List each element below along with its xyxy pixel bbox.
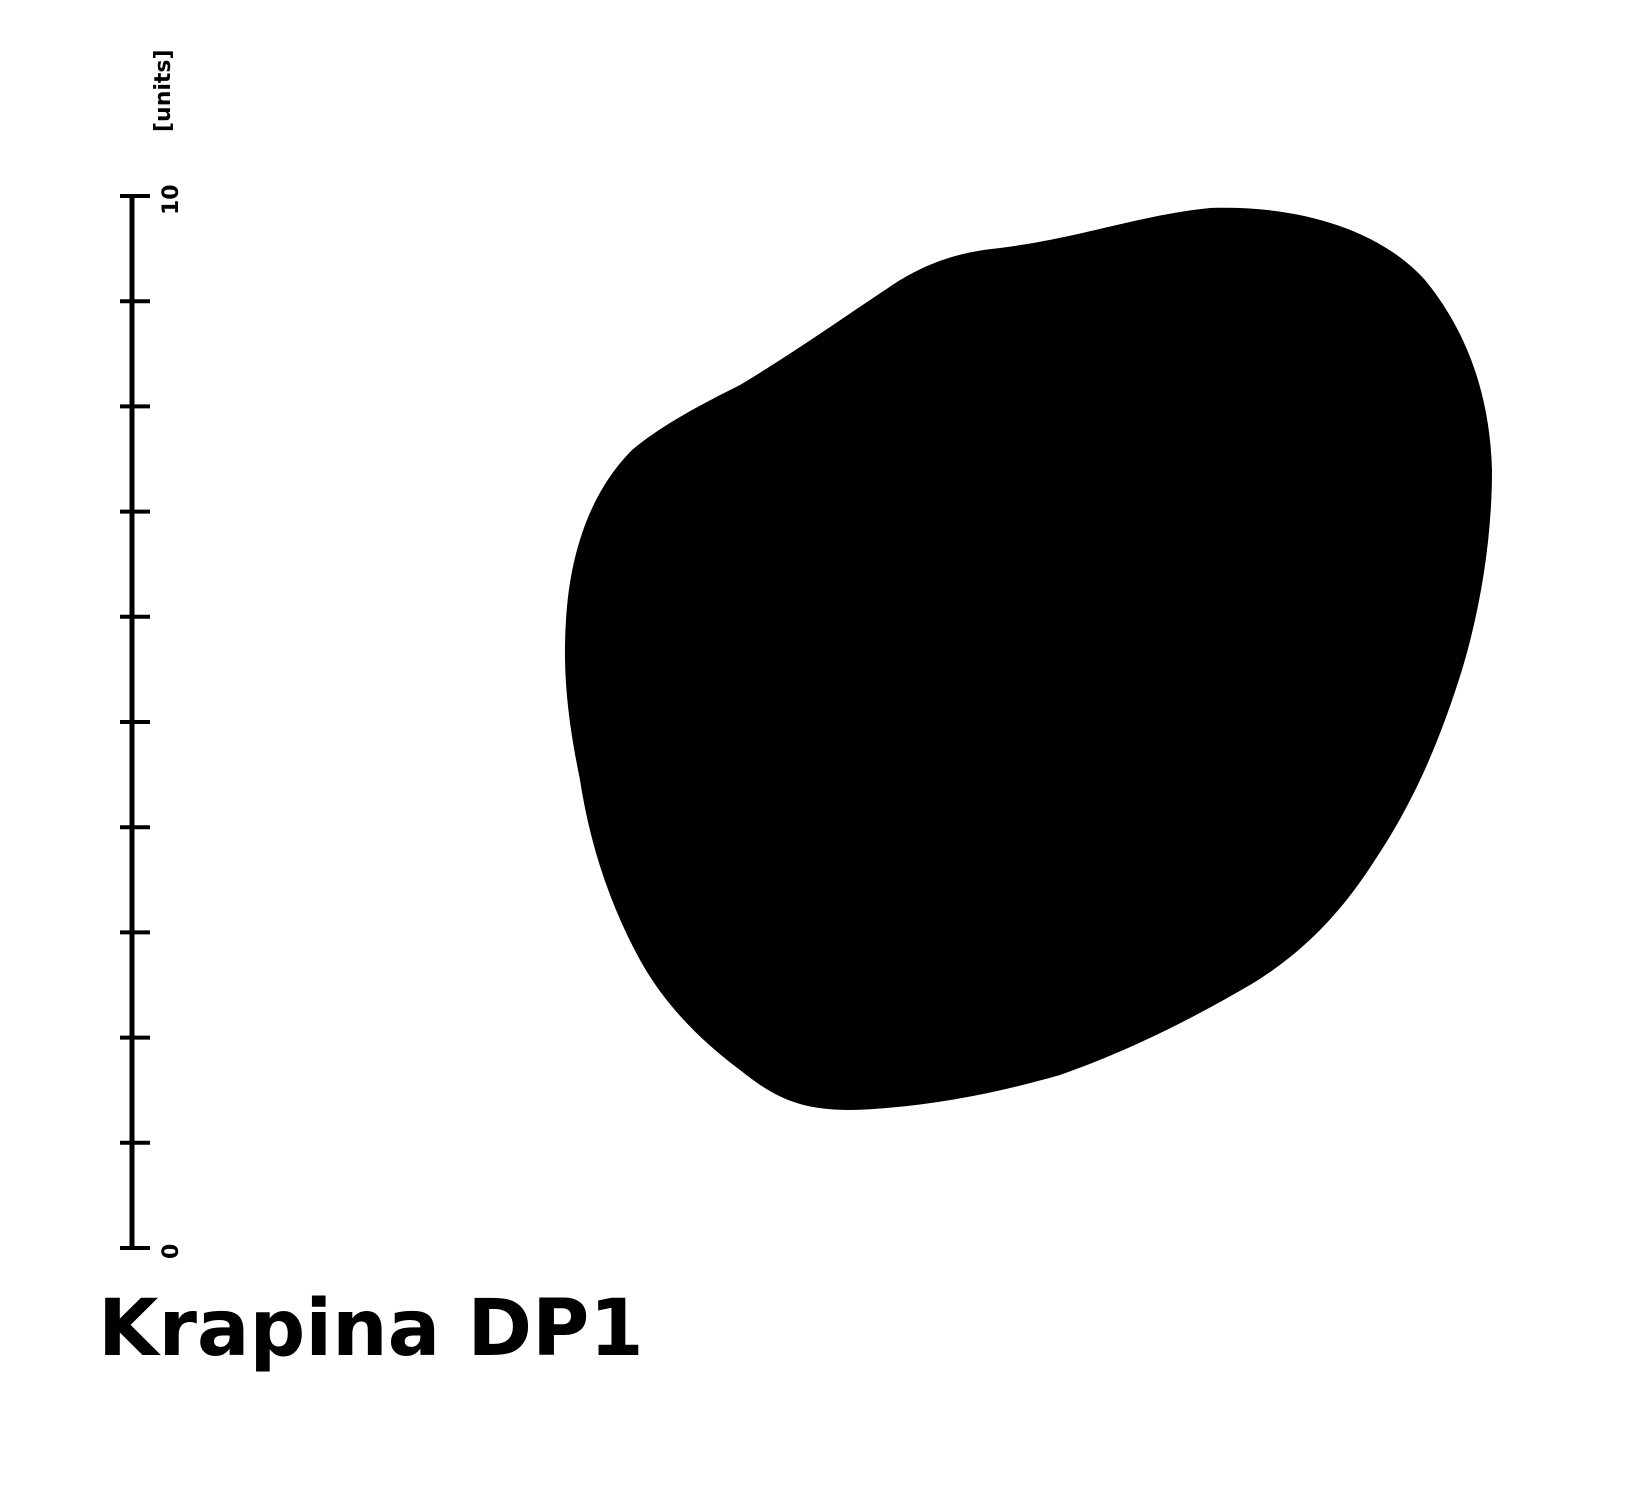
specimen-caption: Krapina DP1 [98, 1284, 644, 1374]
scale-bar: [units] 10 0 [120, 49, 184, 1259]
scale-min-label: 0 [159, 1244, 184, 1259]
scale-unit-label: [units] [151, 49, 176, 132]
tooth-crown-silhouette [564, 207, 1492, 1110]
scale-max-label: 10 [159, 184, 184, 215]
scale-bar-ticks [120, 194, 150, 1250]
